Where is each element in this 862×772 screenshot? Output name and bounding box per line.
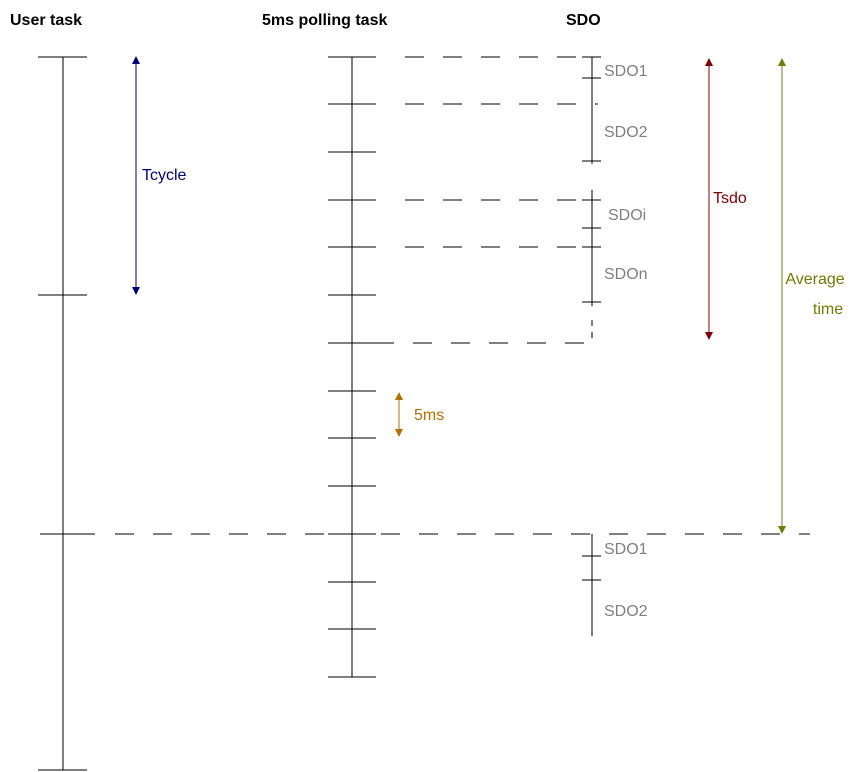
sdon-label: SDOn — [604, 266, 648, 283]
user-task-header: User task — [10, 12, 82, 29]
sdo2-label-cycle2: SDO2 — [604, 603, 648, 620]
tsdo-label: Tsdo — [713, 190, 747, 207]
five-ms-label: 5ms — [414, 407, 444, 424]
sdo-header: SDO — [566, 12, 601, 29]
user-task-timeline — [38, 56, 87, 771]
sdo1-label: SDO1 — [604, 63, 648, 80]
sdoi-label: SDOi — [608, 207, 646, 224]
polling-task-timeline — [328, 56, 376, 678]
polling-task-header: 5ms polling task — [262, 12, 387, 29]
sdo1-label-cycle2: SDO1 — [604, 541, 648, 558]
average-time-label-line1: Average — [785, 271, 844, 288]
sdo2-label: SDO2 — [604, 124, 648, 141]
average-time-label-line2: time — [813, 301, 843, 318]
sdo-column-cycle2 — [582, 534, 601, 636]
dashed-connectors — [40, 56, 810, 535]
sdo-column-cycle1 — [582, 56, 601, 343]
tcycle-label: Tcycle — [142, 167, 187, 184]
